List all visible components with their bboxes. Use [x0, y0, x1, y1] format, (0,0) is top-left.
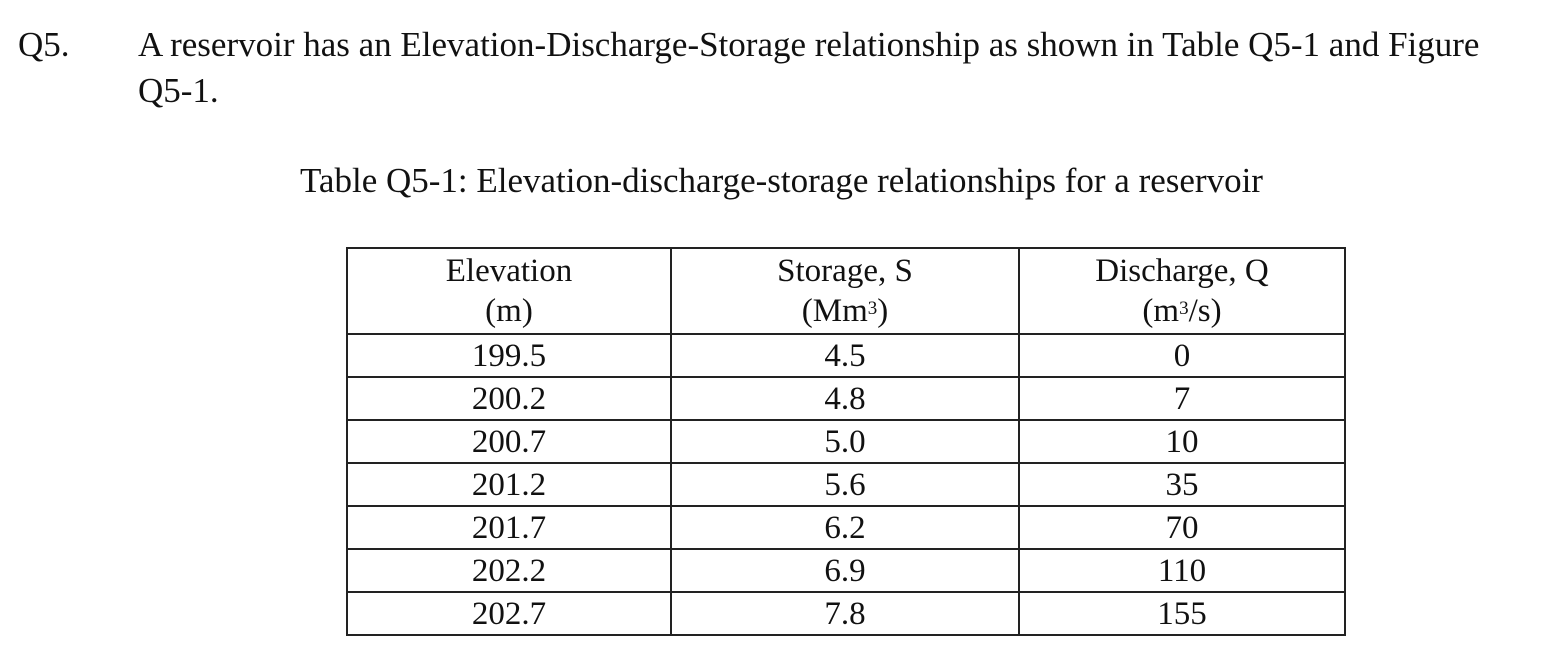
cell-storage: 4.5 — [670, 333, 1020, 378]
cell-elevation: 199.5 — [346, 333, 672, 378]
header-discharge-name: Discharge, Q — [1095, 253, 1269, 289]
header-storage-unit: (Mm3) — [801, 293, 889, 329]
header-elevation-unit: (m) — [485, 293, 533, 329]
cell-elevation: 201.2 — [346, 462, 672, 507]
table-row: 201.2 5.6 35 — [346, 462, 1346, 507]
header-storage: Storage, S (Mm3) — [670, 247, 1020, 335]
cell-storage: 5.0 — [670, 419, 1020, 464]
cell-discharge: 110 — [1018, 548, 1346, 593]
cell-discharge: 155 — [1018, 591, 1346, 636]
cell-elevation: 200.2 — [346, 376, 672, 421]
cell-discharge: 10 — [1018, 419, 1346, 464]
cell-storage: 4.8 — [670, 376, 1020, 421]
header-storage-name: Storage, S — [777, 253, 913, 289]
cell-elevation: 202.7 — [346, 591, 672, 636]
cell-storage: 6.9 — [670, 548, 1020, 593]
table-row: 200.7 5.0 10 — [346, 419, 1346, 464]
elevation-discharge-storage-table: Elevation (m) Storage, S (Mm3) Discharge… — [346, 247, 1346, 636]
question-text: A reservoir has an Elevation-Discharge-S… — [138, 25, 1480, 110]
header-discharge: Discharge, Q (m3/s) — [1018, 247, 1346, 335]
table-header-row: Elevation (m) Storage, S (Mm3) Discharge… — [346, 247, 1346, 335]
cell-storage: 7.8 — [670, 591, 1020, 636]
header-elevation: Elevation (m) — [346, 247, 672, 335]
cell-elevation: 200.7 — [346, 419, 672, 464]
cell-elevation: 201.7 — [346, 505, 672, 550]
question-number: Q5. — [18, 25, 70, 64]
table-row: 202.2 6.9 110 — [346, 548, 1346, 593]
table-row: 201.7 6.2 70 — [346, 505, 1346, 550]
table-caption: Table Q5-1: Elevation-discharge-storage … — [300, 161, 1263, 200]
cell-elevation: 202.2 — [346, 548, 672, 593]
header-elevation-name: Elevation — [445, 253, 573, 289]
table-row: 199.5 4.5 0 — [346, 333, 1346, 378]
table-row: 200.2 4.8 7 — [346, 376, 1346, 421]
cell-discharge: 0 — [1018, 333, 1346, 378]
cell-discharge: 70 — [1018, 505, 1346, 550]
cell-storage: 6.2 — [670, 505, 1020, 550]
cell-discharge: 7 — [1018, 376, 1346, 421]
table-row: 202.7 7.8 155 — [346, 591, 1346, 636]
header-discharge-unit: (m3/s) — [1142, 293, 1222, 329]
cell-storage: 5.6 — [670, 462, 1020, 507]
cell-discharge: 35 — [1018, 462, 1346, 507]
